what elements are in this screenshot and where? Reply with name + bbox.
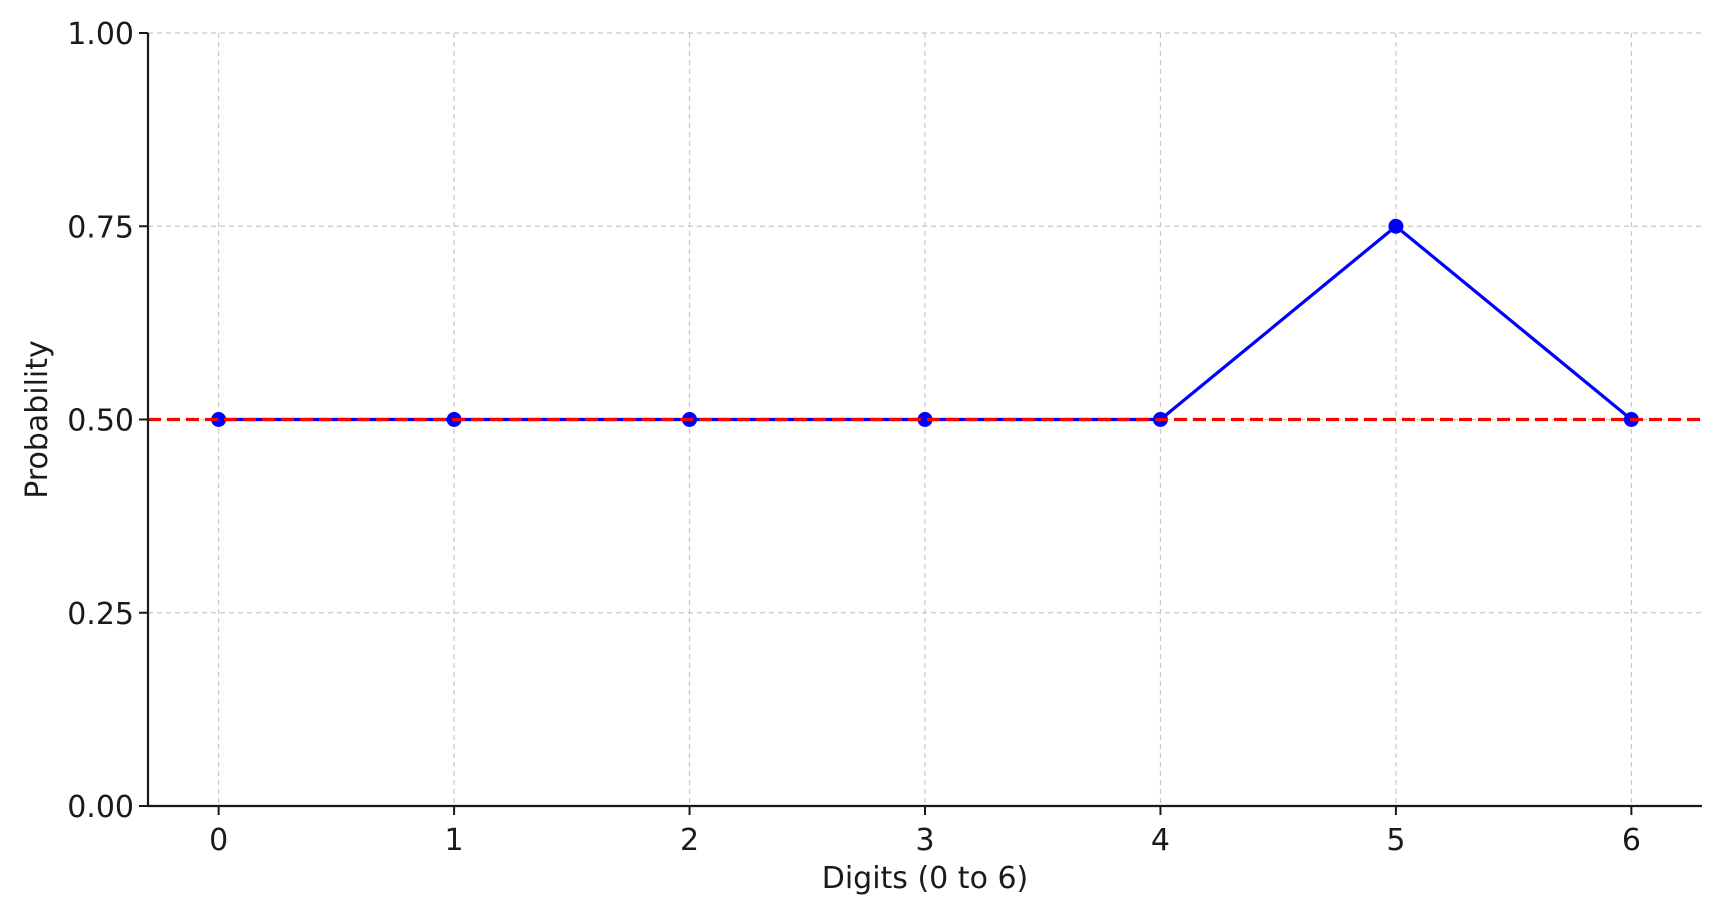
x-tick-label: 1 xyxy=(445,823,464,858)
x-tick-label: 5 xyxy=(1386,823,1405,858)
data-point xyxy=(211,412,227,427)
x-tick-label: 6 xyxy=(1622,823,1641,858)
ticks: 0.00 0.25 0.50 0.75 1.00 0 1 2 3 4 5 6 xyxy=(67,17,1641,858)
x-axis-label: Digits (0 to 6) xyxy=(822,861,1029,896)
series-layer xyxy=(148,218,1702,427)
y-tick-label: 0.50 xyxy=(67,404,134,439)
data-point xyxy=(917,412,933,427)
y-tick-label: 0.00 xyxy=(67,790,134,825)
y-tick-label: 0.25 xyxy=(67,597,134,632)
x-tick-label: 0 xyxy=(209,823,228,858)
data-point xyxy=(1388,218,1404,234)
y-tick-label: 0.75 xyxy=(67,210,134,245)
x-tick-label: 4 xyxy=(1151,823,1170,858)
x-tick-label: 3 xyxy=(915,823,934,858)
y-axis-label: Probability xyxy=(20,340,55,499)
x-tick-label: 2 xyxy=(680,823,699,858)
y-tick-label: 1.00 xyxy=(67,17,134,52)
